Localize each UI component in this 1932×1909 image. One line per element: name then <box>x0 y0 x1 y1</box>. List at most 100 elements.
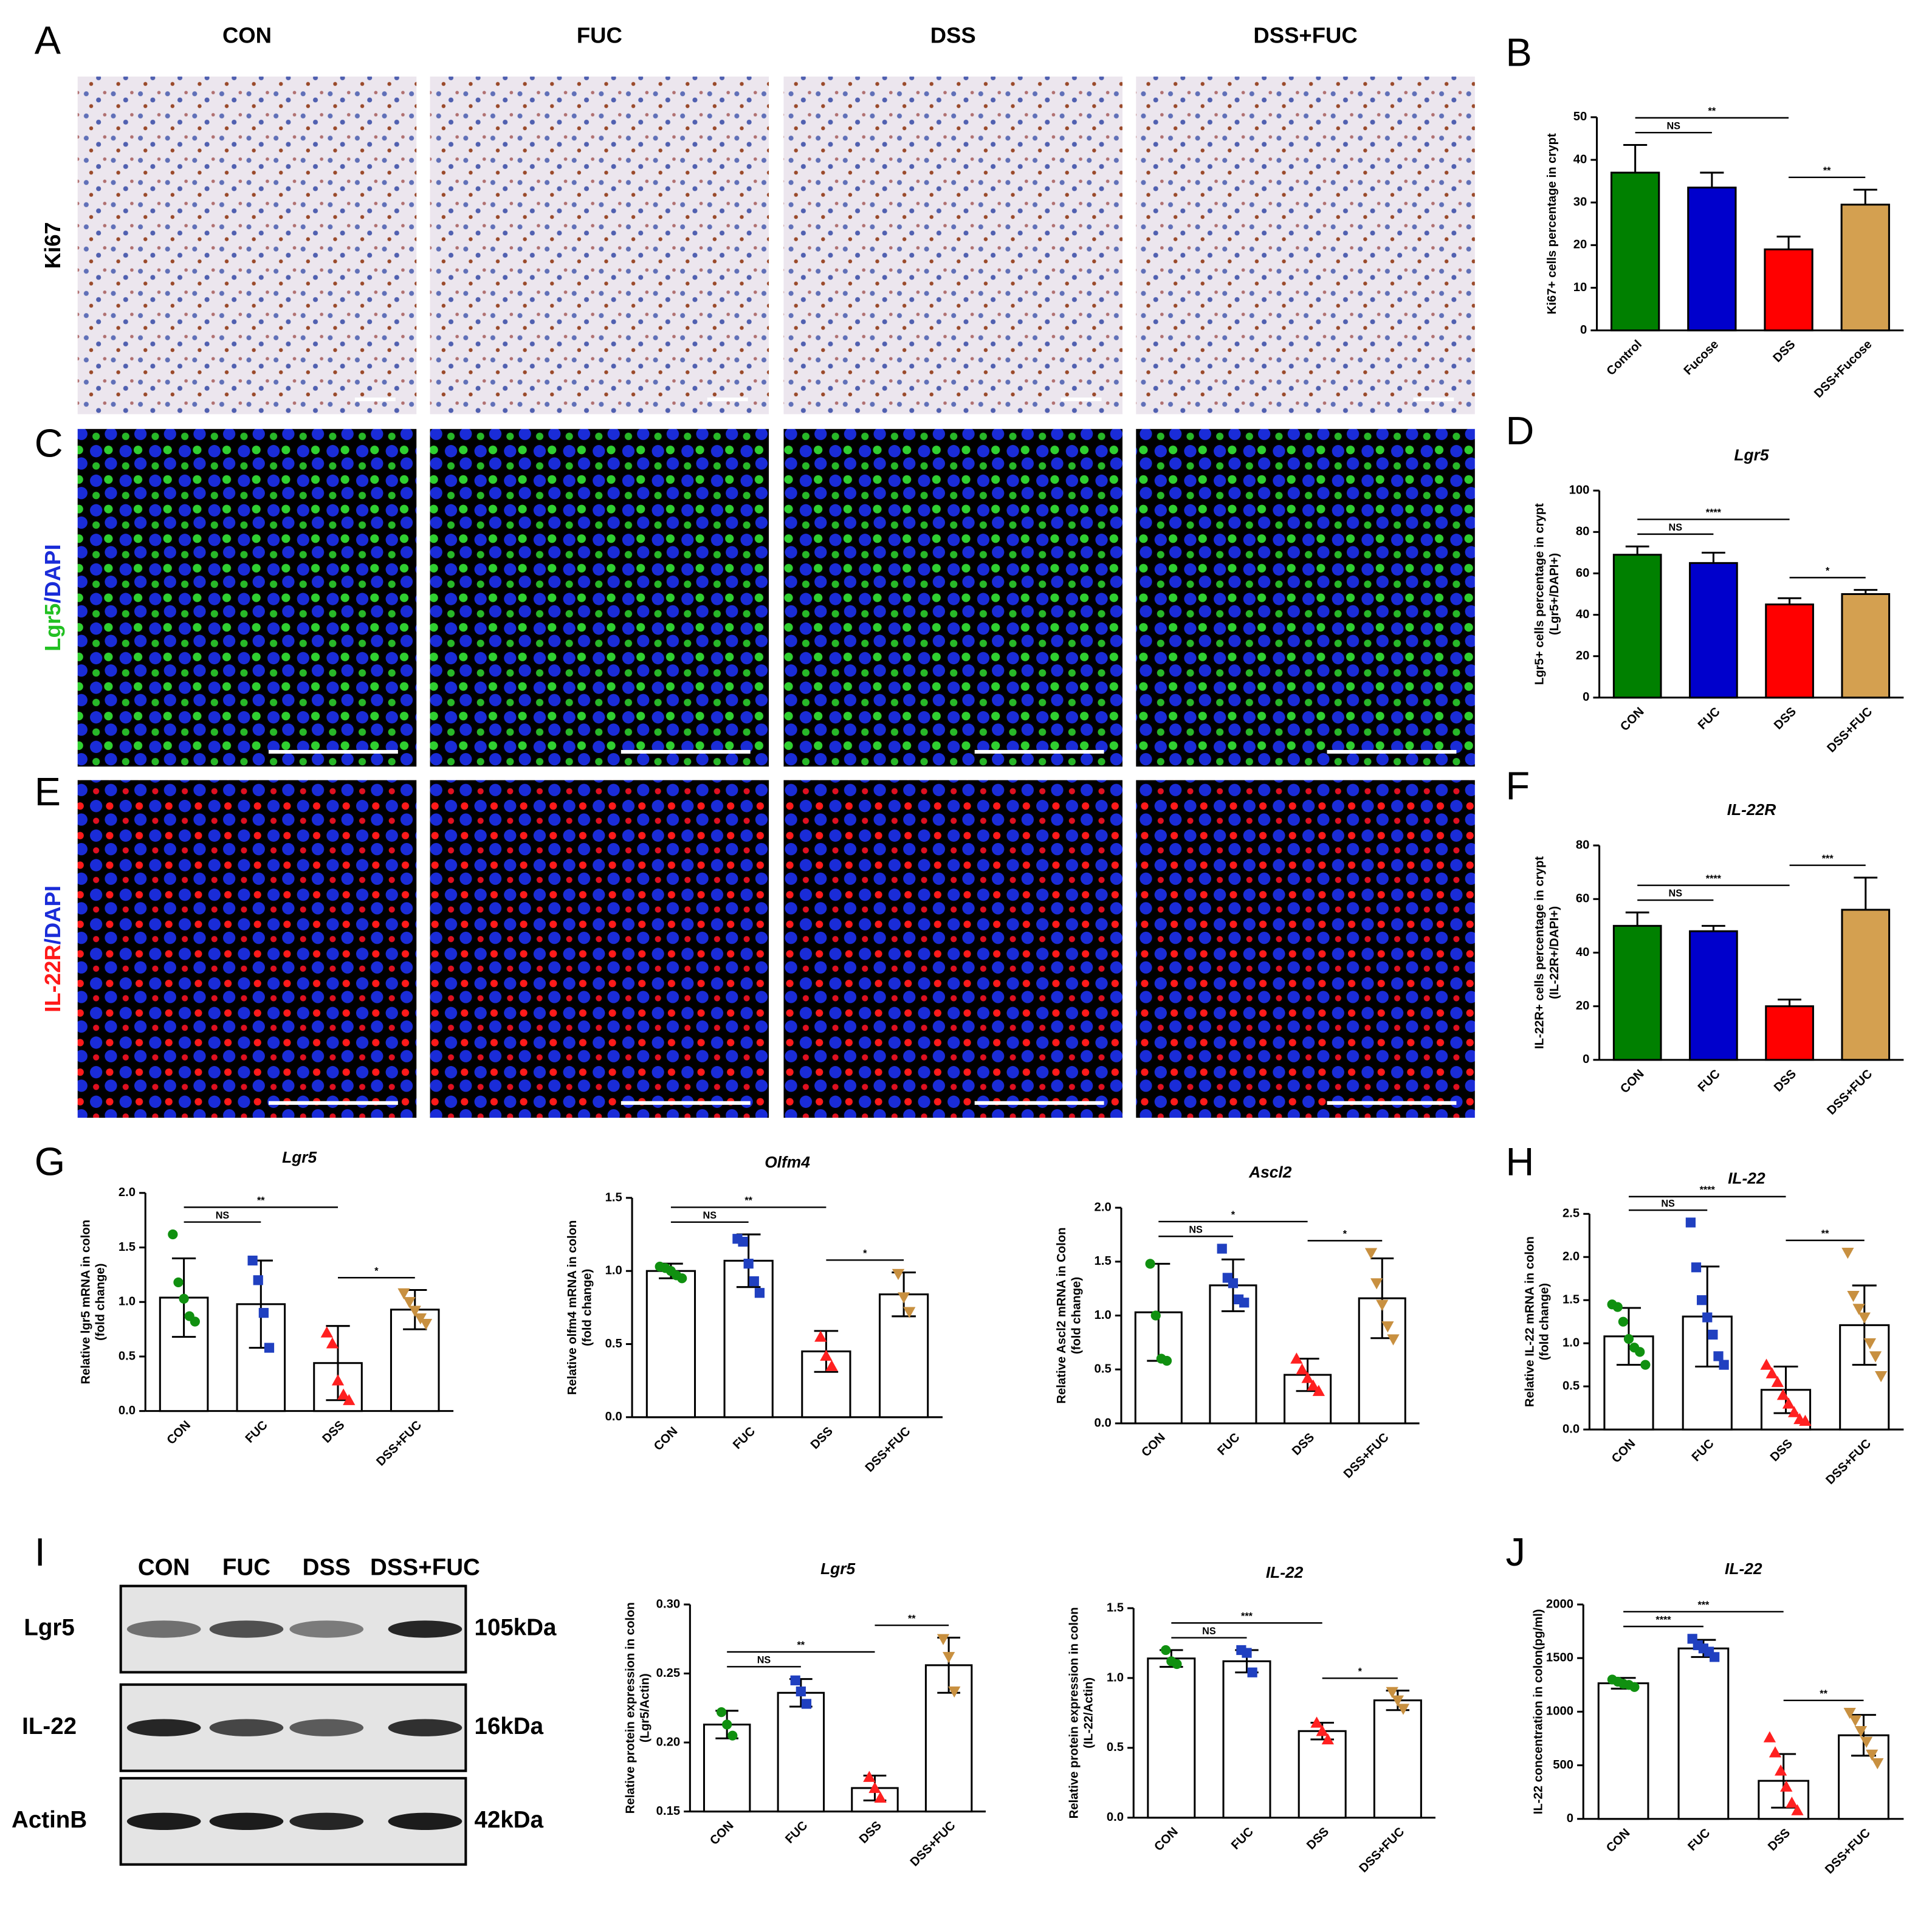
y-axis-label: Relative protein expression in colon <box>1067 1607 1081 1818</box>
data-point <box>1788 1406 1801 1417</box>
row-label-part: /DAPI <box>40 544 65 603</box>
x-tick-label: DSS+FUC <box>1823 1826 1873 1877</box>
x-tick-label: Fucose <box>1682 338 1722 378</box>
bar <box>1677 1647 1730 1820</box>
y-tick-label: 0.20 <box>656 1735 680 1749</box>
data-point <box>790 1675 800 1685</box>
y-axis-label: Relative olfm4 mRNA in colon <box>566 1220 579 1395</box>
significance-label: NS <box>1661 1198 1675 1209</box>
row-label-part: IL-22R <box>40 944 65 1013</box>
significance-label: ** <box>1821 1228 1829 1239</box>
y-axis-label: Relative IL-22 mRNA in colon <box>1523 1236 1536 1407</box>
data-point <box>173 1277 184 1288</box>
y-tick-label: 0.5 <box>1107 1741 1124 1754</box>
row-label-part: Ki67 <box>40 222 65 269</box>
significance-label: NS <box>216 1210 230 1221</box>
y-axis-label: (fold change) <box>580 1269 594 1346</box>
x-tick-label: FUC <box>243 1418 270 1445</box>
data-point <box>1172 1659 1182 1670</box>
x-tick-label: CON <box>165 1419 193 1447</box>
protein-label: Lgr5 <box>24 1615 74 1641</box>
y-tick-label: 2.0 <box>119 1186 136 1199</box>
y-tick-label: 60 <box>1576 566 1590 580</box>
data-point <box>738 1236 748 1247</box>
y-tick-label: 0 <box>1580 323 1587 337</box>
y-tick-label: 1.0 <box>119 1295 136 1309</box>
micrograph <box>77 76 417 414</box>
blot-band <box>388 1620 462 1638</box>
data-point <box>1841 1248 1854 1259</box>
micrograph <box>1136 76 1475 414</box>
column-header: DSS <box>930 23 976 48</box>
chart-title: Lgr5 <box>1734 445 1769 464</box>
protein-label: IL-22 <box>22 1713 77 1739</box>
micrograph <box>1136 780 1475 1118</box>
bar <box>1687 187 1737 332</box>
data-point <box>1786 1797 1798 1808</box>
protein-size: 16kDa <box>475 1713 544 1739</box>
data-point <box>1763 1731 1776 1742</box>
y-tick-label: 0.15 <box>656 1804 680 1818</box>
x-tick-label: DSS+FUC <box>374 1418 424 1468</box>
x-tick-label: DSS <box>1304 1825 1332 1852</box>
data-point <box>1791 1804 1804 1815</box>
micrograph <box>430 780 769 1118</box>
significance-label: NS <box>1202 1626 1216 1637</box>
blot-band <box>209 1620 284 1638</box>
y-tick-label: 2000 <box>1546 1597 1573 1611</box>
x-tick-label: DSS <box>808 1425 836 1452</box>
data-point <box>1874 1371 1888 1383</box>
micrograph <box>77 780 417 1118</box>
data-point <box>1774 1764 1787 1776</box>
y-tick-label: 10 <box>1573 281 1587 294</box>
panel-label: B <box>1506 30 1532 75</box>
data-point <box>320 1326 333 1338</box>
x-tick-label: DSS+FUC <box>1824 1067 1875 1118</box>
significance-label: * <box>1826 566 1830 577</box>
chart-title: IL-22 <box>1725 1560 1762 1578</box>
blot-band <box>126 1719 201 1736</box>
x-tick-label: DSS <box>320 1419 347 1446</box>
data-point <box>825 1360 838 1371</box>
y-tick-label: 1.5 <box>1562 1293 1580 1307</box>
y-axis-label: IL-22 concentration in colon(pg/ml) <box>1532 1609 1545 1814</box>
y-tick-label: 0 <box>1583 1053 1589 1066</box>
x-tick-label: DSS+FUC <box>908 1818 958 1869</box>
data-point <box>1780 1780 1793 1792</box>
data-point <box>1760 1358 1773 1370</box>
data-point <box>1635 1347 1645 1357</box>
bar <box>1689 930 1738 1061</box>
data-point <box>1364 1248 1378 1259</box>
y-tick-label: 2.0 <box>1095 1200 1112 1214</box>
data-point <box>1161 1645 1171 1656</box>
y-tick-label: 500 <box>1553 1758 1573 1772</box>
data-point <box>903 1307 916 1318</box>
data-point <box>749 1276 759 1287</box>
x-tick-label: DSS <box>1765 1826 1793 1854</box>
data-point <box>814 1330 827 1342</box>
data-point <box>326 1337 339 1349</box>
x-tick-label: DSS+Fucose <box>1812 338 1875 401</box>
data-point <box>1776 1389 1790 1400</box>
data-point <box>1310 1716 1323 1728</box>
y-tick-label: 2.5 <box>1562 1207 1580 1220</box>
panel-label: G <box>35 1139 65 1183</box>
y-tick-label: 1.5 <box>119 1240 136 1254</box>
data-point <box>716 1707 727 1718</box>
data-point <box>1858 1312 1871 1324</box>
data-point <box>403 1297 416 1309</box>
y-tick-label: 50 <box>1573 110 1587 123</box>
y-tick-label: 60 <box>1576 892 1590 906</box>
data-point <box>1247 1667 1257 1677</box>
data-point <box>1871 1758 1884 1770</box>
data-point <box>1629 1682 1640 1692</box>
data-point <box>1843 1708 1856 1719</box>
y-tick-label: 0.0 <box>1107 1811 1124 1824</box>
significance-label: ** <box>908 1613 916 1624</box>
data-point <box>1161 1355 1172 1366</box>
micrograph <box>430 428 769 767</box>
data-point <box>419 1319 433 1330</box>
data-point <box>1799 1414 1812 1426</box>
x-tick-label: DSS <box>1772 705 1799 732</box>
lane-label: FUC <box>222 1554 270 1580</box>
